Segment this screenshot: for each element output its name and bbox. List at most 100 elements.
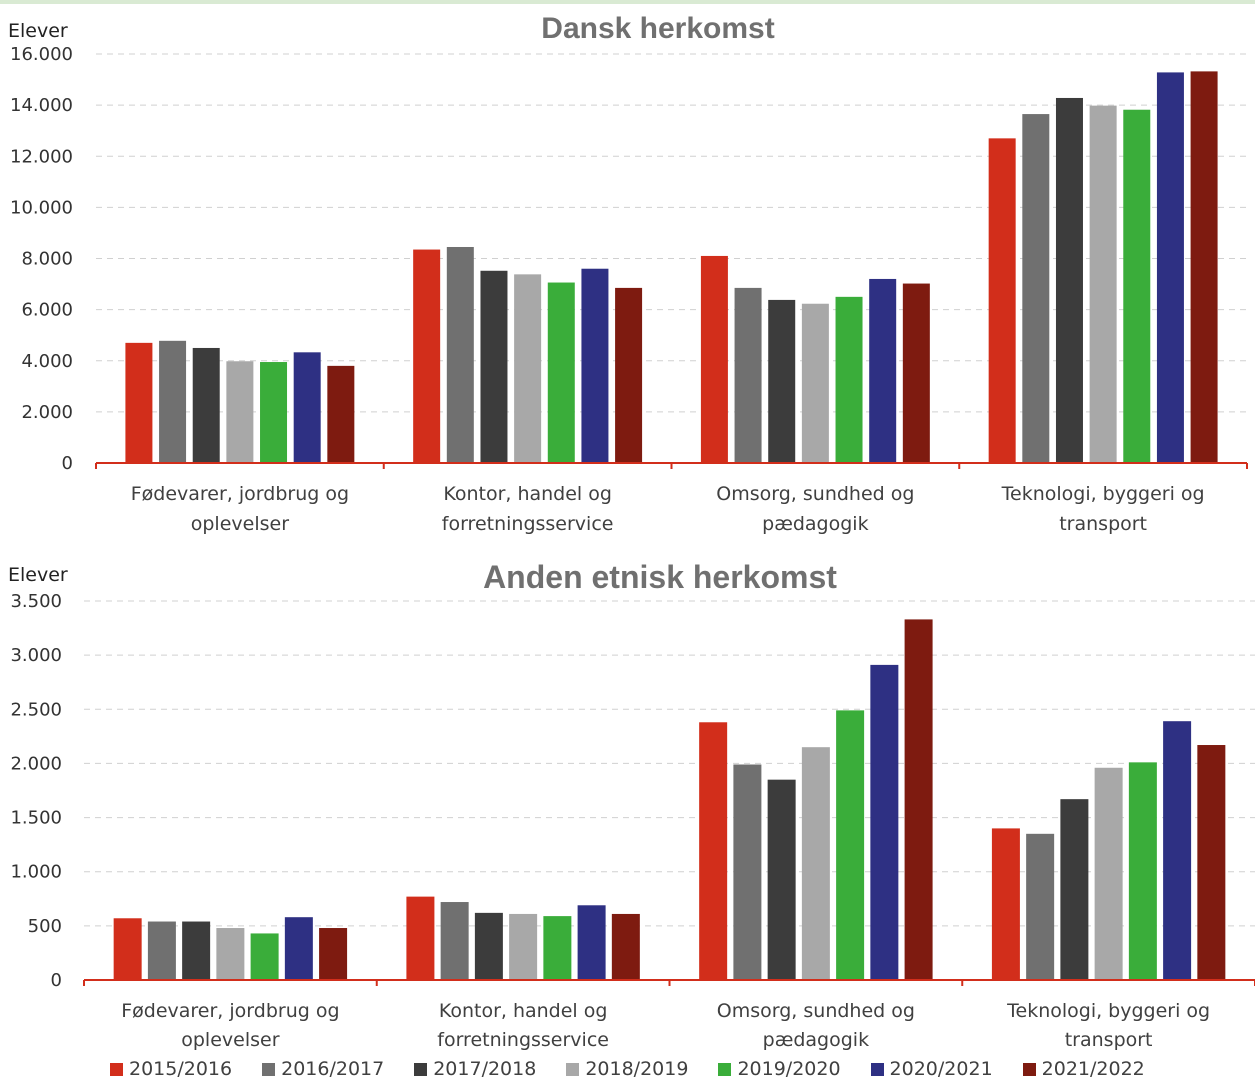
bar [611, 913, 640, 980]
y-axis-label: Elever [8, 564, 68, 586]
bar [413, 249, 441, 463]
bar [869, 278, 897, 463]
bar [902, 283, 930, 463]
category-label: Kontor, handel og [439, 1000, 608, 1022]
y-tick-label: 12.000 [10, 146, 73, 167]
bar [226, 361, 254, 463]
category-label: oplevelser [181, 1029, 279, 1051]
bar [988, 138, 1016, 463]
y-tick-label: 2.000 [10, 753, 62, 774]
bar [1094, 767, 1123, 980]
bar [1190, 71, 1218, 463]
bar [125, 342, 153, 463]
legend-item: 2021/2022 [1022, 1058, 1145, 1080]
bar [577, 905, 606, 980]
category-label: Teknologi, byggeri og [1001, 483, 1205, 505]
bar [260, 362, 288, 463]
legend-swatch [870, 1062, 884, 1076]
bar [509, 913, 538, 980]
bar [870, 664, 899, 980]
bar [733, 764, 762, 980]
legend-label: 2016/2017 [281, 1058, 385, 1080]
category-label: Omsorg, sundhed og [717, 1000, 915, 1022]
bar [474, 912, 503, 980]
y-tick-label: 0 [51, 970, 62, 991]
legend-item: 2018/2019 [566, 1058, 688, 1080]
bar [216, 928, 245, 980]
legend-item: 2016/2017 [262, 1058, 384, 1080]
legend-label: 2017/2018 [433, 1058, 537, 1080]
chart-title: Anden etnisk herkomst [483, 559, 837, 595]
bar [1022, 114, 1050, 464]
bar [1026, 833, 1055, 980]
y-tick-label: 1.000 [10, 862, 62, 883]
bar [480, 270, 508, 463]
legend-label: 2019/2020 [737, 1058, 841, 1080]
bar [836, 710, 865, 980]
legend-swatch [262, 1062, 276, 1076]
bar [700, 255, 728, 463]
legend-label: 2020/2021 [889, 1058, 993, 1080]
category-label: Fødevarer, jordbrug og [121, 1000, 339, 1022]
bar [615, 287, 643, 463]
y-tick-label: 500 [28, 916, 62, 937]
bar [768, 299, 796, 463]
bar [1163, 721, 1192, 980]
bar [514, 274, 542, 463]
legend-swatch [110, 1062, 123, 1076]
y-tick-label: 4.000 [21, 351, 73, 372]
y-tick-label: 2.500 [10, 699, 62, 720]
y-tick-label: 6.000 [21, 300, 73, 321]
category-label: transport [1065, 1029, 1153, 1051]
bar [904, 619, 933, 980]
category-label: oplevelser [191, 513, 289, 535]
top-border [0, 0, 1255, 4]
bar [1156, 72, 1184, 463]
bar [581, 268, 609, 463]
category-label: Kontor, handel og [443, 483, 612, 505]
y-tick-label: 16.000 [10, 44, 73, 65]
bar [991, 828, 1020, 980]
bar [1123, 109, 1151, 463]
y-axis-label: Elever [8, 20, 68, 42]
bar [801, 303, 829, 463]
category-label: transport [1059, 513, 1147, 535]
legend-label: 2015/2016 [129, 1058, 233, 1080]
category-label: pædagogik [763, 1029, 869, 1051]
category-label: pædagogik [762, 513, 868, 535]
bar [327, 365, 355, 463]
bar [293, 352, 321, 463]
legend-label: 2021/2022 [1041, 1058, 1145, 1080]
bar [543, 916, 572, 980]
legend-item: 2019/2020 [718, 1058, 841, 1080]
legend-item: 2017/2018 [414, 1058, 536, 1080]
y-tick-label: 2.000 [21, 402, 73, 423]
bar [284, 917, 313, 980]
bar [406, 896, 435, 980]
category-label: Omsorg, sundhed og [716, 483, 914, 505]
category-label: forretningsservice [442, 513, 614, 535]
legend-item: 2015/2016 [110, 1058, 232, 1080]
bar [159, 340, 187, 463]
category-label: forretningsservice [437, 1029, 609, 1051]
charts-canvas: Dansk herkomst Elever 0 2.000 4.000 6.000 8.00… [8, 12, 1255, 1051]
bar [446, 246, 474, 463]
y-tick-label: 14.000 [10, 95, 73, 116]
y-tick-label: 10.000 [10, 197, 73, 218]
bar [1055, 97, 1083, 463]
bar [1089, 105, 1117, 463]
bar [440, 902, 469, 980]
bar [192, 347, 220, 463]
y-tick-label: 0 [62, 453, 73, 474]
legend: 2015/2016 2016/2017 2017/2018 2018/2019 2019… [110, 1058, 1175, 1080]
bar [835, 296, 863, 463]
bar [699, 722, 728, 980]
bar [319, 928, 348, 980]
bar [1128, 762, 1157, 980]
bar [767, 779, 796, 980]
chart-title: Dansk herkomst [541, 12, 774, 45]
y-tick-label: 1.500 [10, 808, 62, 829]
legend-swatch [414, 1062, 428, 1076]
legend-swatch [718, 1062, 732, 1076]
legend-label: 2018/2019 [585, 1058, 689, 1080]
